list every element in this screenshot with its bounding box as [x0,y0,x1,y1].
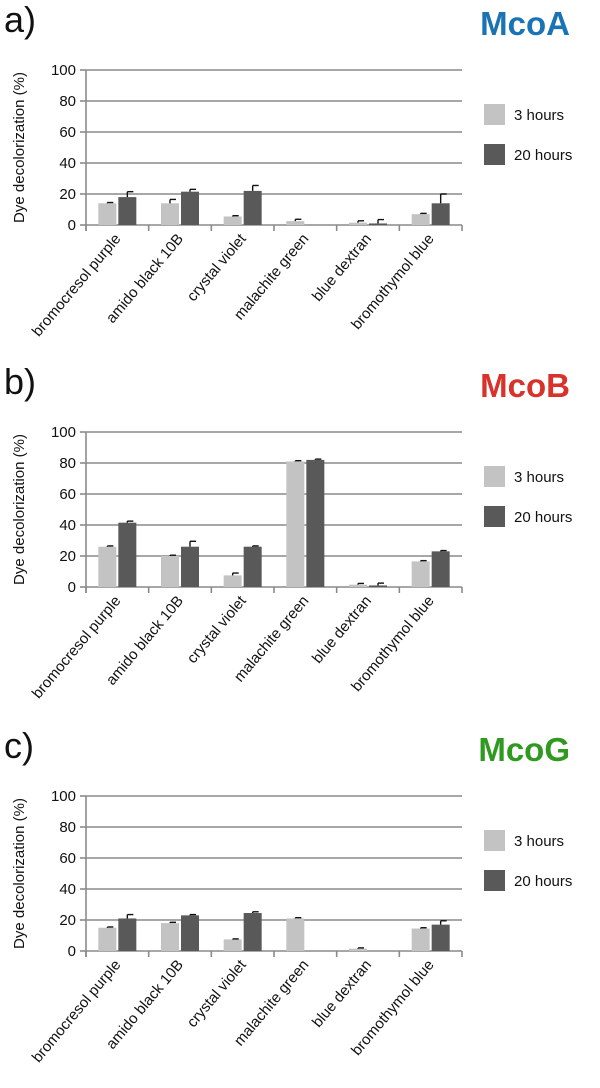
x-tick-label: crystal violet [184,956,251,1031]
y-axis-label: Dye decolorization (%) [11,72,28,223]
x-tick-label: blue dextran [309,593,375,667]
bar-3h [98,927,117,951]
y-tick-label: 40 [59,517,76,534]
bar-3h [286,221,305,225]
chart-svg: Dye decolorization (%) 0 20 40 60 80 100 bromoc… [11,62,572,340]
legend-swatch-3h [484,830,505,851]
y-tick-label: 100 [51,424,76,441]
bar-3h [411,214,430,225]
bar-3h [411,928,430,951]
y-tick-label: 60 [59,486,76,503]
x-tick-label: crystal violet [184,230,251,305]
y-tick-label: 0 [68,217,76,234]
bar-20h [118,522,137,587]
chart-panel-mcoa: a) McoA Dye decolorization (%) 0 20 40 60 80 100… [0,0,600,362]
bar-20h [181,191,199,225]
legend-label: 3 hours [514,107,564,124]
bar-20h [243,190,262,225]
legend-label: 3 hours [514,469,564,486]
chart-svg: Dye decolorization (%) 0 20 40 60 80 100 bromoc… [11,424,572,702]
bar-20h [243,546,262,587]
y-tick-label: 20 [59,548,76,565]
y-tick-label: 40 [59,155,76,172]
bar-20h [118,918,137,951]
y-tick-label: 80 [59,819,76,836]
chart-title: McoA [480,5,570,42]
x-tick-label: bromocresol purple [29,593,125,702]
legend-swatch-20h [484,870,505,891]
y-tick-label: 20 [59,186,76,203]
panel-letter: b) [4,361,37,402]
bar-3h [286,461,305,587]
bar-3h [98,203,117,225]
chart-panel-mcob: b) McoB Dye decolorization (%) 0 20 40 60 80 100… [0,362,600,724]
legend-label: 20 hours [514,873,572,890]
legend-label: 20 hours [514,509,572,526]
x-tick-label: blue dextran [309,231,375,305]
legend-swatch-3h [484,104,505,125]
bar-20h [243,913,262,951]
bar-3h [161,556,179,587]
bar-3h [349,584,367,587]
x-tick-label: blue dextran [309,957,375,1031]
bar-3h [223,216,242,225]
y-tick-label: 100 [51,788,76,805]
bar-20h [369,585,387,587]
bar-3h [349,948,367,951]
bar-3h [98,546,117,587]
bar-20h [306,459,325,587]
y-tick-label: 100 [51,62,76,79]
y-tick-label: 80 [59,455,76,472]
bar-20h [431,203,450,225]
legend-label: 3 hours [514,833,564,850]
bar-20h [431,924,450,951]
y-axis-label: Dye decolorization (%) [11,434,28,585]
y-tick-label: 0 [68,579,76,596]
y-tick-label: 60 [59,124,76,141]
bar-3h [161,203,179,225]
bar-20h [369,223,387,225]
bar-3h [223,575,242,587]
y-tick-label: 20 [59,912,76,929]
chart-title: McoB [480,367,570,404]
bar-20h [181,546,199,587]
bar-3h [223,939,242,951]
panel-letter: c) [4,725,34,766]
legend-swatch-3h [484,466,505,487]
bar-20h [431,551,450,587]
bar-3h [349,222,367,225]
x-tick-label: bromocresol purple [29,231,125,340]
legend-swatch-20h [484,506,505,527]
chart-title: McoG [478,731,570,768]
legend-swatch-20h [484,144,505,165]
chart-svg: Dye decolorization (%) 0 20 40 60 80 100 bromoc… [11,788,572,1066]
bar-3h [161,923,179,951]
y-tick-label: 0 [68,943,76,960]
bar-20h [118,197,137,225]
y-tick-label: 80 [59,93,76,110]
y-tick-label: 60 [59,850,76,867]
bar-3h [411,561,430,587]
legend-label: 20 hours [514,147,572,164]
bar-3h [286,918,305,951]
y-tick-label: 40 [59,881,76,898]
x-tick-label: crystal violet [184,592,251,667]
panel-letter: a) [4,0,37,40]
bar-20h [181,915,199,951]
x-tick-label: bromocresol purple [29,957,125,1066]
chart-panel-mcog: c) McoG Dye decolorization (%) 0 20 40 60 80 100… [0,726,600,1088]
y-axis-label: Dye decolorization (%) [11,798,28,949]
